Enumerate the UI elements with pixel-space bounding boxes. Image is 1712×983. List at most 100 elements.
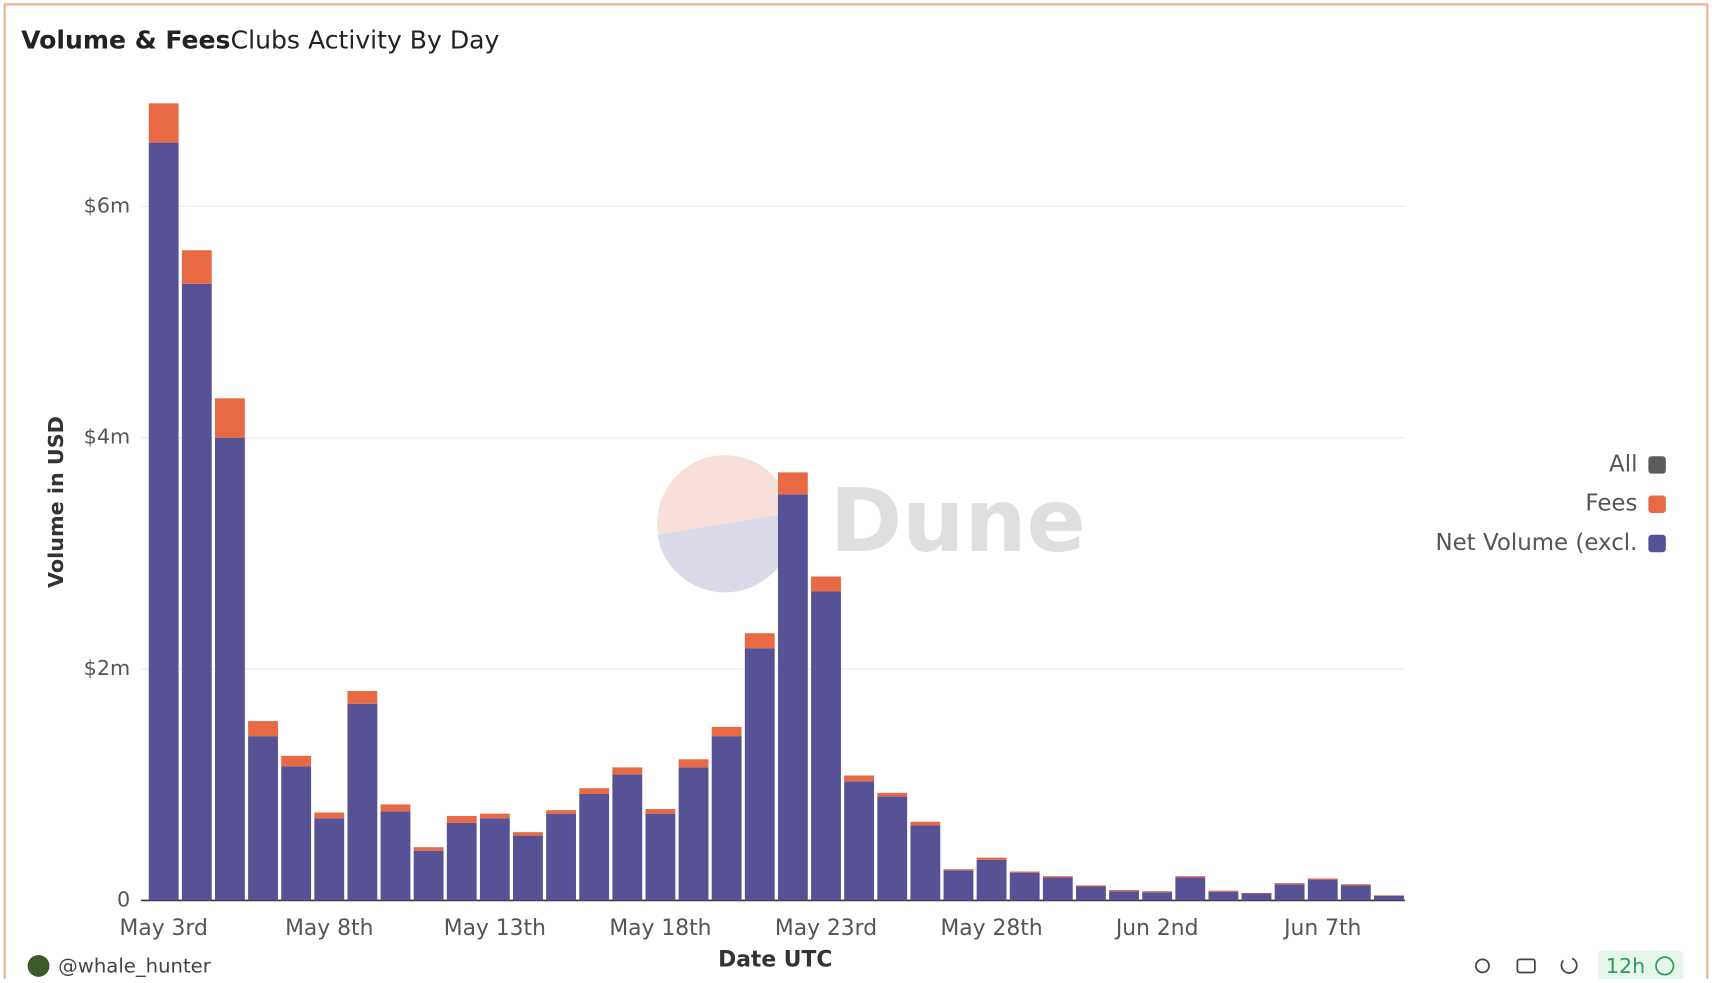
bar-segment [1076,886,1106,901]
bar-segment [612,774,643,901]
bar-segment [513,832,543,836]
x-axis-label: Date UTC [718,947,832,972]
bar-segment [281,755,312,767]
bar-segment [1274,884,1305,901]
bar-segment [1175,876,1206,878]
y-tick-label: $4m [84,425,131,449]
bar-segment [214,398,245,438]
bar-segment [711,736,742,901]
bar-segment [181,250,212,284]
bar-segment [347,703,378,901]
bar-segment [1208,891,1239,901]
bar-segment [413,850,444,901]
x-tick-label: Jun 7th [1282,916,1361,941]
icon-button[interactable] [1516,958,1536,974]
x-tick-label: Jun 2nd [1114,916,1199,941]
bar-segment [1042,877,1073,901]
y-tick-label: $6m [84,193,131,217]
bar-segment [1009,871,1040,873]
bar-segment [314,812,345,819]
watermark-logo [657,512,794,593]
bar-segment [248,721,278,737]
bar-segment [1307,879,1338,901]
bar-segment [1175,877,1206,901]
bar-segment [1340,884,1371,886]
bar-segment [579,793,610,901]
y-tick-label: 0 [117,887,130,911]
bar-segment [248,736,278,901]
bar-segment [446,815,477,823]
bar-segment [777,472,808,495]
legend-swatch [1648,534,1666,553]
x-tick-label: May 3rd [120,916,208,941]
bar-segment [1241,893,1272,901]
x-tick-label: May 28th [940,916,1042,941]
y-axis-label: Volume in USD [44,416,68,588]
avatar [27,954,50,977]
bar-segment [711,726,742,737]
bar-segment [1109,890,1139,892]
x-tick-label: May 18th [609,916,711,941]
bar-segment [1241,892,1272,894]
bar-segment [380,811,411,901]
x-tick-label: May 8th [285,916,373,941]
bar-segment [877,796,908,901]
bar-segment [1374,895,1404,896]
bar-segment [811,576,841,592]
bar-segment [976,857,1007,860]
bar-segment [844,781,875,901]
refresh-icon [1655,956,1675,976]
watermark-text: Dune [830,470,1086,572]
bar-segment [148,142,179,901]
bar-segment [1307,878,1338,880]
x-tick-label: May 23rd [775,916,877,941]
bar-segment [744,633,775,649]
bar-segment [943,870,974,901]
legend-swatch [1648,456,1666,474]
icon-button[interactable] [1475,958,1490,974]
bar-segment [1274,883,1305,885]
bar-segment [380,804,411,812]
bar-segment [1009,872,1040,901]
bar-segment [513,835,543,901]
bar-segment [744,648,775,901]
bar-segment [811,591,841,901]
bar-segment [148,103,179,143]
bar-segment [976,859,1007,901]
bar-segment [1076,885,1106,887]
icon-button[interactable] [1560,957,1578,974]
watermark: Dune [657,455,1086,593]
refresh-text: 12h [1606,954,1646,978]
legend-swatch [1648,495,1666,513]
legend-label: All [1609,451,1637,477]
bar-segment [1142,891,1173,893]
bar-segment [877,792,908,797]
bar-segment [546,810,576,814]
bar-segment [645,813,676,901]
bar-segment [181,283,212,901]
bar-segment [910,825,941,901]
toolbar [1475,957,1578,974]
bar-segment [1142,892,1173,901]
subtitle: Clubs Activity By Day [231,25,500,54]
bar-segment [347,691,378,704]
author[interactable]: @whale_hunter [58,954,212,977]
bar-segment [546,813,576,901]
bar-segment [645,809,676,814]
bar-segment [1208,890,1239,892]
legend-label: Fees [1585,491,1637,517]
title: Volume & Fees [21,25,230,54]
bar-segment [413,847,444,851]
bar-segment [678,759,709,768]
y-tick-label: $2m [84,656,131,680]
bar-segment [943,869,974,871]
bar-segment [1374,895,1404,901]
bar-segment [579,788,610,794]
bar-segment [214,437,245,901]
bar-segment [314,818,345,901]
bar-segment [446,822,477,901]
bar-segment [777,494,808,901]
legend-label: Net Volume (excl. [1435,530,1637,556]
bar-segment [1340,885,1371,901]
